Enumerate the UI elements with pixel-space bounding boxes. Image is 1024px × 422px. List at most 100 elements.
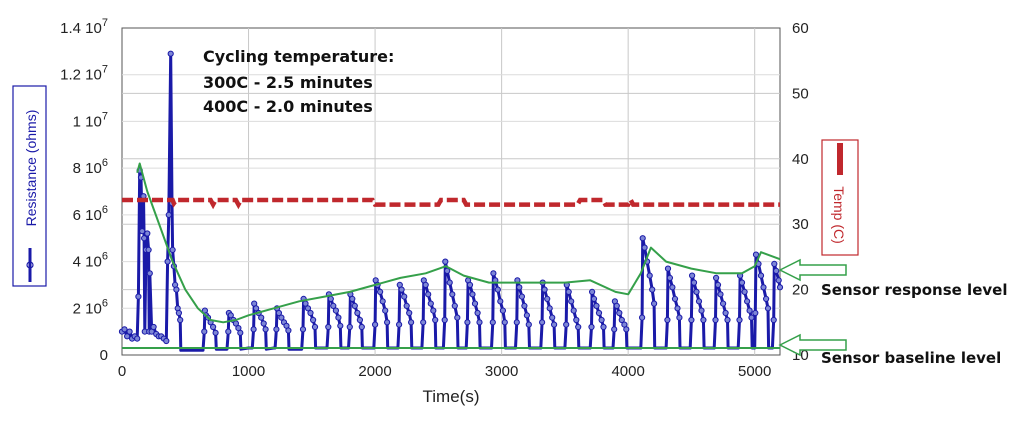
series-line-temp-c bbox=[122, 195, 780, 210]
data-point bbox=[377, 288, 384, 295]
data-point bbox=[595, 309, 603, 317]
data-point bbox=[551, 321, 558, 328]
data-point bbox=[501, 319, 508, 326]
data-point bbox=[693, 288, 700, 295]
data-point bbox=[676, 314, 683, 321]
data-point bbox=[210, 323, 217, 331]
data-point bbox=[146, 270, 153, 277]
data-point bbox=[237, 329, 244, 336]
data-point bbox=[724, 316, 731, 324]
y-right-tick-label: 20 bbox=[792, 282, 809, 299]
plot-area bbox=[121, 27, 781, 356]
data-point bbox=[688, 316, 695, 324]
x-tick-label: 5000 bbox=[738, 363, 771, 380]
data-point bbox=[539, 319, 546, 326]
data-point bbox=[598, 316, 605, 324]
cycling-note-line-2: 300C - 2.5 minutes bbox=[203, 73, 373, 92]
data-point bbox=[356, 316, 363, 324]
data-point bbox=[346, 323, 353, 331]
data-point bbox=[406, 309, 413, 317]
data-point bbox=[664, 316, 671, 324]
data-point bbox=[126, 328, 133, 335]
data-point bbox=[746, 307, 753, 314]
data-point bbox=[544, 295, 551, 302]
data-point bbox=[121, 326, 128, 333]
data-point bbox=[689, 272, 696, 279]
data-point bbox=[639, 235, 646, 242]
data-point bbox=[713, 274, 720, 281]
response-callout-label: Sensor response level bbox=[821, 281, 1007, 299]
legend-temp: Temp (C) bbox=[821, 139, 859, 256]
data-point bbox=[748, 314, 755, 321]
legend-resistance: Resistance (ohms) bbox=[12, 85, 47, 287]
data-point bbox=[771, 260, 778, 267]
data-point bbox=[337, 322, 344, 329]
x-tick-label: 2000 bbox=[358, 363, 391, 380]
data-point bbox=[427, 300, 434, 307]
data-point bbox=[563, 321, 570, 328]
y-left-tick-label: 6 106 bbox=[73, 204, 108, 224]
cycling-note: Cycling temperature: 300C - 2.5 minutes … bbox=[203, 47, 394, 116]
data-point bbox=[525, 321, 532, 328]
data-point bbox=[167, 50, 174, 57]
legend-resistance-marker bbox=[26, 261, 34, 269]
y-left-tick-label: 1 107 bbox=[73, 110, 108, 130]
x-tick-label: 3000 bbox=[485, 363, 518, 380]
data-point bbox=[354, 309, 361, 317]
data-point bbox=[451, 302, 458, 309]
data-point bbox=[358, 323, 365, 331]
data-point bbox=[258, 314, 265, 321]
data-point bbox=[384, 319, 391, 326]
data-point bbox=[175, 309, 182, 317]
data-point bbox=[446, 279, 453, 286]
data-point bbox=[775, 277, 782, 284]
data-point bbox=[712, 316, 719, 324]
data-point bbox=[518, 293, 526, 300]
data-point bbox=[163, 337, 170, 345]
data-point bbox=[764, 305, 772, 312]
data-point bbox=[201, 328, 208, 335]
y-left-tick-label: 2 106 bbox=[73, 297, 108, 317]
data-point bbox=[403, 302, 410, 309]
data-point bbox=[698, 307, 705, 314]
data-point bbox=[134, 335, 141, 342]
data-point bbox=[639, 314, 646, 321]
data-point bbox=[449, 291, 456, 298]
data-point bbox=[285, 327, 292, 334]
data-point bbox=[398, 286, 405, 293]
data-point bbox=[593, 302, 600, 309]
data-point bbox=[773, 267, 780, 274]
data-point bbox=[164, 258, 171, 265]
x-axis-title: Time(s) bbox=[423, 387, 480, 406]
data-point bbox=[641, 244, 648, 251]
data-point bbox=[325, 323, 332, 331]
data-point bbox=[669, 284, 676, 291]
data-point bbox=[671, 295, 679, 302]
data-point bbox=[253, 305, 260, 312]
y-right-tick-label: 30 bbox=[792, 216, 809, 233]
data-point bbox=[738, 279, 746, 286]
legend-resistance-label: Resistance (ohms) bbox=[23, 110, 39, 227]
data-point bbox=[124, 333, 131, 340]
data-point bbox=[760, 284, 767, 291]
data-point bbox=[422, 281, 429, 288]
data-point bbox=[425, 291, 432, 298]
baseline-callout-label: Sensor baseline level bbox=[821, 349, 1001, 367]
data-point bbox=[471, 300, 479, 307]
data-point bbox=[700, 316, 707, 324]
data-point bbox=[741, 288, 748, 295]
data-point bbox=[646, 272, 653, 279]
data-point bbox=[588, 323, 595, 331]
data-point bbox=[442, 258, 449, 265]
data-point bbox=[590, 295, 598, 302]
data-point bbox=[464, 319, 471, 326]
data-point bbox=[444, 267, 451, 274]
data-point bbox=[736, 316, 743, 324]
data-point bbox=[618, 316, 625, 324]
data-point bbox=[469, 291, 476, 298]
data-point bbox=[600, 323, 607, 331]
y-right-axis-ticks: 102030405060 bbox=[792, 20, 809, 364]
data-point bbox=[489, 319, 496, 326]
data-point bbox=[499, 307, 506, 314]
